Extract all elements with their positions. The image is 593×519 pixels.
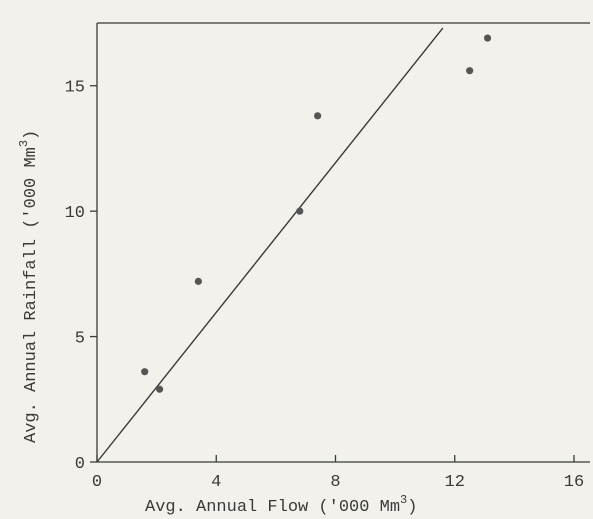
x-tick-label: 16 <box>564 473 584 492</box>
fit-line <box>96 27 444 463</box>
x-ticks: 0 4 8 12 16 <box>92 455 584 492</box>
plot-frame <box>96 22 590 463</box>
x-tick-label: 12 <box>445 473 465 492</box>
x-tick-label: 0 <box>92 473 102 492</box>
data-point <box>156 385 164 393</box>
y-tick-label: 0 <box>75 455 85 474</box>
x-axis-title: Avg. Annual Flow ('000 Mm3) <box>145 493 417 517</box>
data-point <box>314 112 322 120</box>
y-axis-title: Avg. Annual Rainfall ('000 Mm3) <box>17 130 41 443</box>
y-ticks: 0 5 10 15 <box>65 79 97 474</box>
data-point <box>466 67 474 75</box>
y-tick-label: 10 <box>65 204 85 223</box>
x-tick-label: 8 <box>330 473 340 492</box>
data-point <box>141 368 149 376</box>
data-point <box>483 34 492 42</box>
data-point <box>296 207 304 215</box>
y-tick-label: 15 <box>65 79 85 98</box>
y-tick-label: 5 <box>75 330 85 349</box>
fit-line-layer <box>96 27 444 463</box>
data-points <box>141 34 492 393</box>
data-point <box>194 277 202 285</box>
x-tick-label: 4 <box>211 473 221 492</box>
